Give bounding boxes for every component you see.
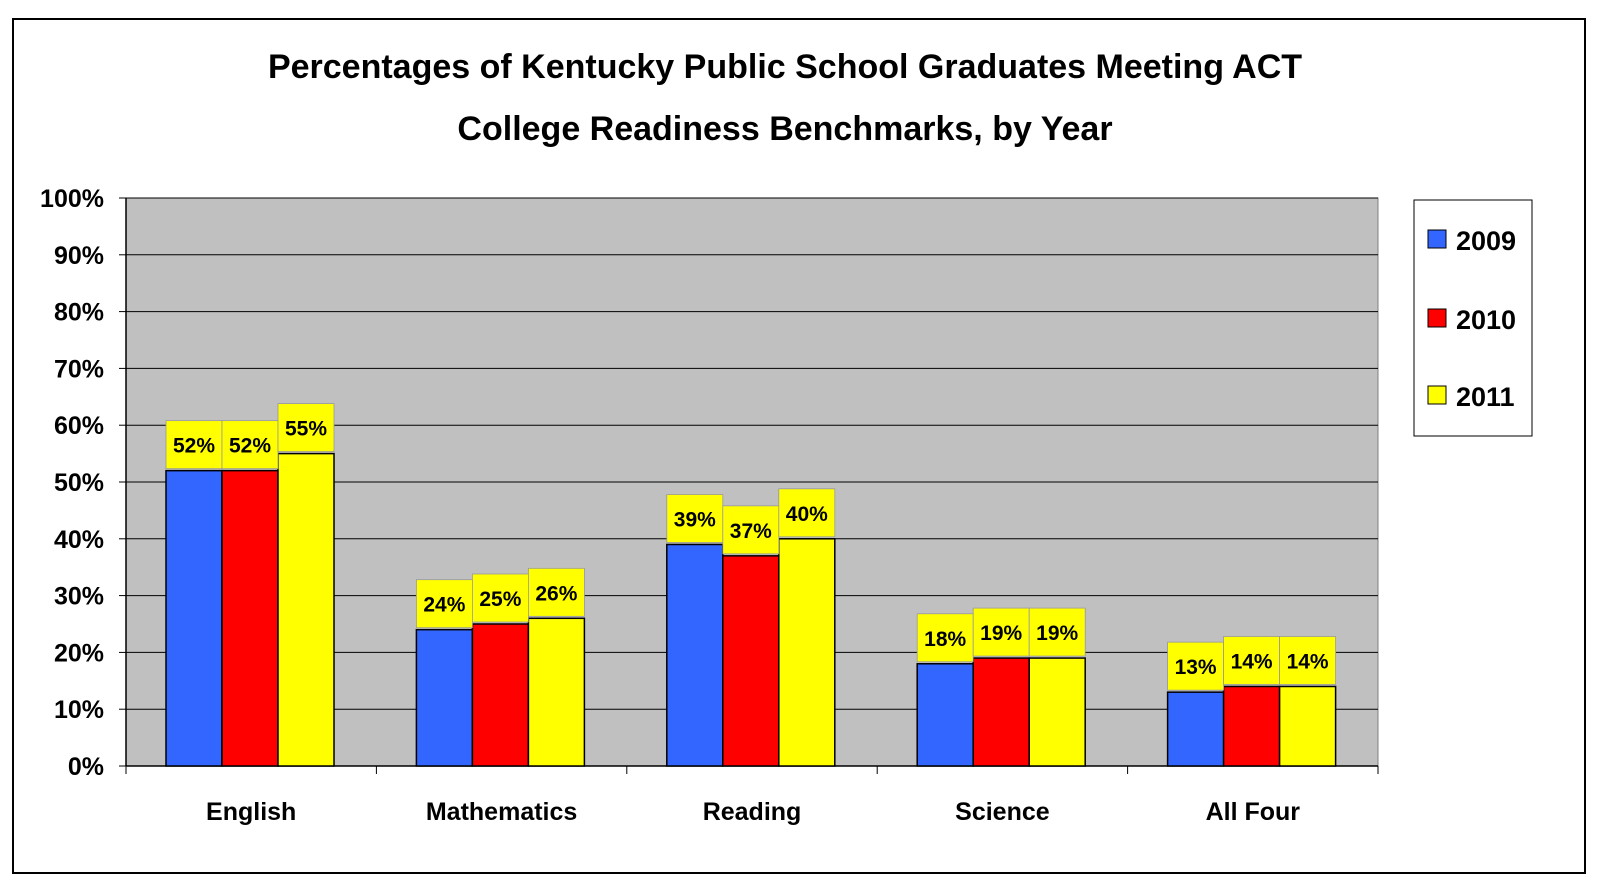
bars [165, 452, 1337, 767]
legend-swatch-2010 [1427, 308, 1447, 328]
x-category-label: All Four [1206, 798, 1301, 826]
chart-title: Percentages of Kentucky Public School Gr… [268, 48, 1302, 148]
y-tick-label: 40% [54, 526, 104, 554]
y-tick-label: 20% [54, 639, 104, 667]
y-tick-label: 70% [54, 355, 104, 383]
legend-label: 2011 [1456, 382, 1515, 412]
bar-2009 [165, 469, 223, 767]
data-label-box [528, 567, 585, 617]
data-label-box [1167, 641, 1224, 691]
bar-2011 [1278, 685, 1337, 767]
chart-title-line: College Readiness Benchmarks, by Year [457, 110, 1112, 148]
bar-2010 [722, 555, 780, 767]
data-label-box [221, 420, 279, 470]
y-tick-label: 50% [54, 469, 104, 497]
legend-swatch-2009 [1427, 229, 1447, 249]
data-label-box [666, 494, 724, 543]
data-label: 18% [924, 628, 966, 651]
x-category-label: Reading [703, 798, 802, 826]
bar-2010 [1222, 685, 1281, 767]
bar-2010 [221, 469, 279, 767]
data-label-box [916, 613, 974, 663]
bar-2010 [471, 623, 530, 767]
chart-title-line: Percentages of Kentucky Public School Gr… [268, 48, 1302, 86]
data-label-box [722, 505, 780, 555]
bar-2009 [666, 543, 724, 767]
data-label: 19% [980, 622, 1022, 645]
data-label: 26% [535, 582, 577, 605]
y-tick-label: 80% [54, 299, 104, 327]
y-tick-label: 0% [68, 753, 104, 781]
data-label: 14% [1287, 650, 1329, 673]
data-label-box [1279, 636, 1336, 685]
bar-2009 [916, 663, 974, 767]
bar-2011 [527, 617, 586, 767]
legend: 2009 2010 2011 [1413, 199, 1533, 437]
bar-2011 [1028, 657, 1086, 767]
legend-label: 2009 [1456, 226, 1516, 256]
data-label-box [471, 573, 529, 623]
x-category-label: Science [955, 798, 1050, 826]
y-tick-label: 90% [54, 242, 104, 270]
data-label: 40% [786, 503, 828, 526]
y-tick-label: 100% [40, 185, 104, 213]
data-label: 13% [1175, 656, 1217, 679]
data-label: 14% [1231, 650, 1273, 673]
data-label: 55% [285, 418, 327, 441]
legend-swatch-2011 [1427, 385, 1447, 405]
legend-label: 2010 [1456, 305, 1516, 335]
data-label: 19% [1036, 622, 1078, 645]
data-labels: 52% 52% 55% 24% 25% 26% 39% 37% 40% 18% 19% 19% 13% 1… [165, 403, 1336, 691]
bar-2010 [972, 657, 1030, 767]
bar-2009 [1166, 691, 1225, 767]
bar-2011 [778, 538, 836, 767]
data-label-box [415, 579, 473, 629]
data-label: 37% [730, 520, 772, 543]
y-tick-label: 60% [54, 412, 104, 440]
x-category-label: Mathematics [426, 798, 577, 826]
bar-2009 [415, 628, 474, 767]
data-label: 24% [423, 594, 465, 617]
y-tick-label: 30% [54, 583, 104, 611]
data-label: 25% [479, 588, 521, 611]
data-label-box [277, 403, 335, 453]
data-label-box [165, 420, 223, 470]
x-category-label: English [206, 798, 296, 826]
data-label: 52% [173, 435, 215, 458]
y-tick-label: 10% [54, 696, 104, 724]
data-label-box [1028, 607, 1086, 657]
bar-2011 [277, 452, 335, 767]
data-label: 52% [229, 435, 271, 458]
data-label-box [778, 488, 836, 538]
data-label-box [1223, 636, 1280, 685]
data-label: 39% [674, 508, 716, 531]
